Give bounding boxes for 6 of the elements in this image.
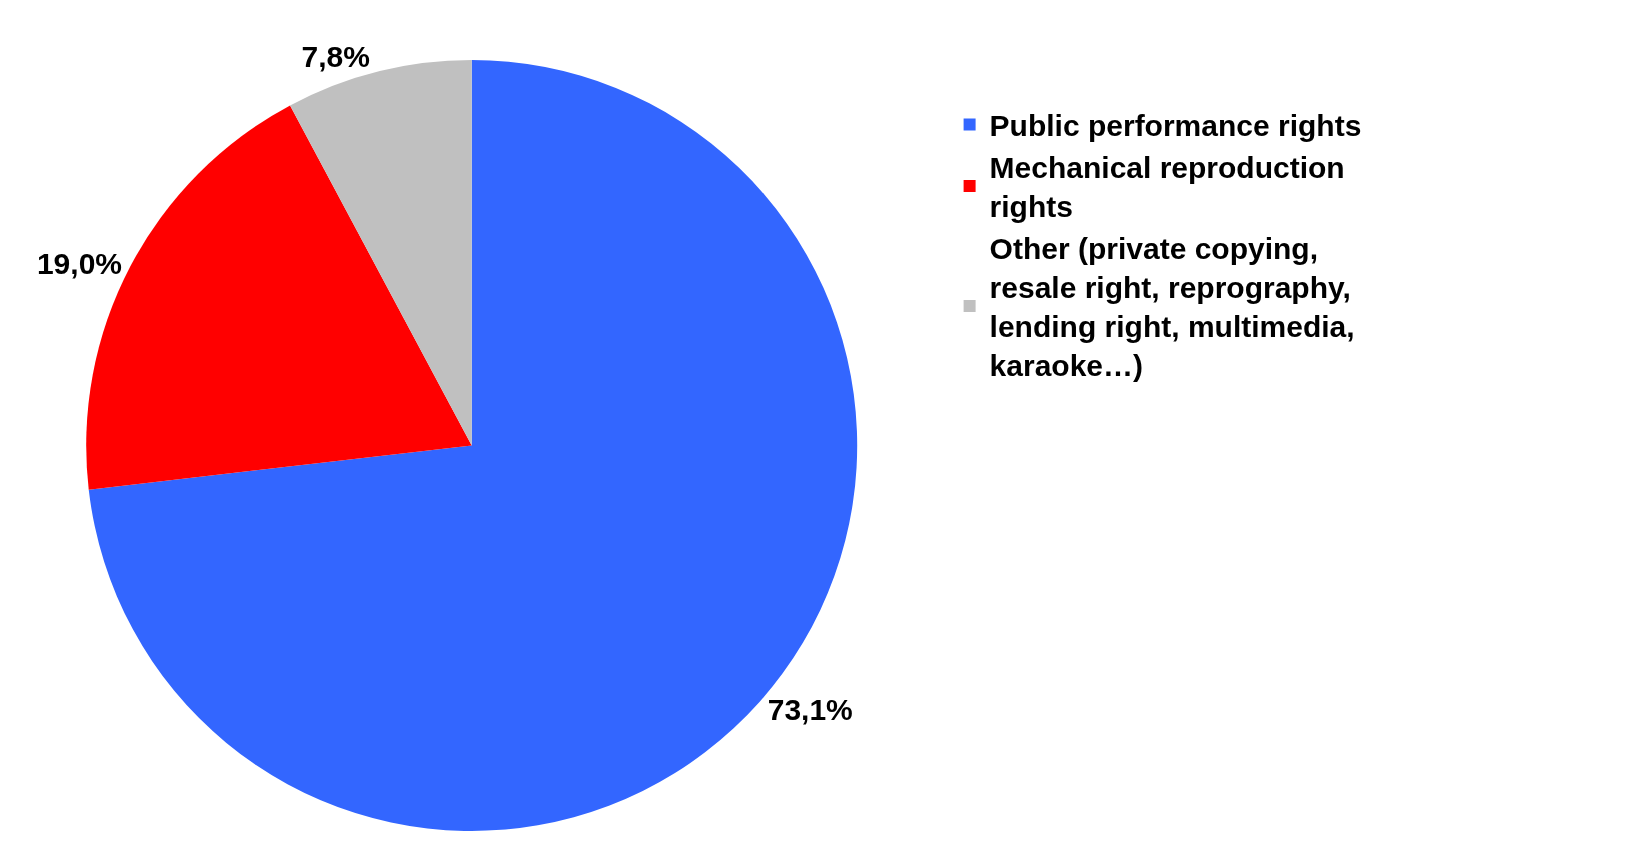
legend-label: Public performance rights: [989, 109, 1362, 143]
data-label: 73,1%: [767, 692, 853, 726]
legend-label: Other (private copying, resale right, reprography, lending right, multimedia, karaoke…): [989, 232, 1355, 383]
data-label: 7,8%: [301, 39, 370, 73]
legend-label: Mechanical reproduction rights: [989, 151, 1345, 224]
data-label: 19,0%: [36, 246, 122, 280]
